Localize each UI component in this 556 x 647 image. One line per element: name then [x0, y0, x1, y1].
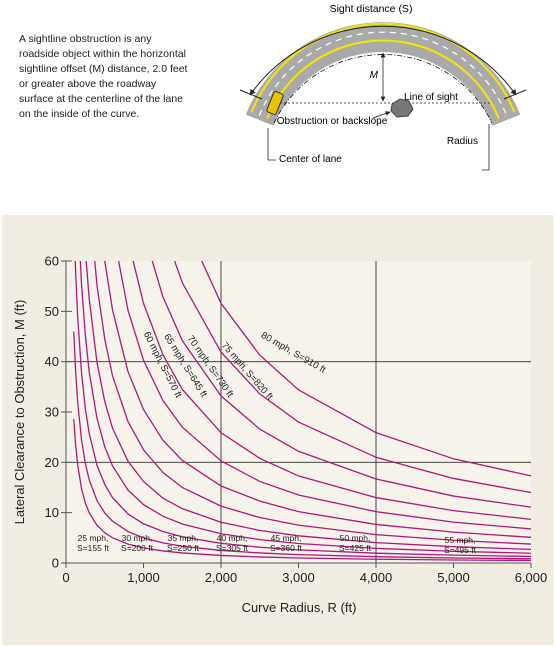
- rock: [390, 98, 414, 118]
- car: [266, 91, 284, 115]
- y-tick-label: 0: [52, 556, 59, 571]
- curve: [151, 261, 531, 508]
- sight-arc: [249, 25, 517, 96]
- x-tick-label: 2,000: [205, 570, 238, 585]
- y-tick-label: 10: [45, 505, 59, 520]
- pointer: [372, 111, 391, 119]
- curve: [74, 261, 531, 558]
- x-tick-label: 4,000: [360, 570, 393, 585]
- road: [245, 22, 521, 126]
- x-tick-label: 5,000: [437, 570, 470, 585]
- chart: 0 1,000 2,000 3,000 4,000 5,000 6,000 0 10 20 30 40…: [12, 254, 548, 616]
- curve: [104, 261, 531, 538]
- sight-arc-end: [239, 89, 263, 100]
- curve-label: 40 mph, S=305 ft: [216, 533, 248, 553]
- obstruction-label: Obstruction or backslope: [277, 116, 388, 127]
- curve-label: 50 mph, S=425 ft: [339, 533, 371, 553]
- curve: [79, 261, 531, 554]
- y-tick-label: 20: [45, 455, 59, 470]
- center-of-lane-label: Center of lane: [279, 154, 342, 165]
- y-tick-label: 30: [45, 405, 59, 420]
- curve-label: 30 mph, S=200 ft: [121, 533, 153, 553]
- x-tick-label: 3,000: [282, 570, 315, 585]
- curve: [73, 419, 531, 562]
- radius-label: Radius: [447, 136, 478, 147]
- curve: [173, 261, 531, 494]
- radius-pointer: [482, 124, 490, 171]
- sight-distance-label: Sight distance (S): [330, 3, 413, 15]
- y-tick-label: 60: [45, 254, 59, 269]
- curve-label: 45 mph, S=360 ft: [270, 533, 302, 553]
- edge-line: [250, 22, 516, 113]
- line-of-sight-label: Line of sight: [404, 92, 458, 103]
- curve: [85, 261, 531, 551]
- sight-arc-end: [503, 89, 527, 100]
- m-label: M: [370, 70, 379, 81]
- x-tick-label: 0: [62, 570, 69, 585]
- lane-pointer: [267, 128, 276, 161]
- x-tick-label: 6,000: [515, 570, 548, 585]
- curve: [94, 261, 531, 545]
- curve-label: 55 mph, S=495 ft: [444, 535, 476, 555]
- intro-text: A sightline obstruction is any roadside …: [19, 33, 188, 120]
- curve: [73, 331, 531, 560]
- curve: [201, 261, 531, 477]
- lane-line: [258, 31, 508, 116]
- y-tick-label: 50: [45, 304, 59, 319]
- x-axis-title: Curve Radius, R (ft): [242, 600, 357, 615]
- curve: [117, 261, 531, 530]
- curve-label: 25 mph, S=155 ft: [77, 533, 109, 553]
- curve: [132, 261, 531, 521]
- edge-line: [266, 39, 500, 120]
- curve-label: 35 mph, S=250 ft: [167, 533, 199, 553]
- x-tick-label: 1,000: [127, 570, 160, 585]
- plot-area: [66, 261, 531, 563]
- y-axis-title: Lateral Clearance to Obstruction, M (ft): [12, 300, 27, 525]
- curve-diagram: Sight distance (S) M Line of sight Obstr…: [239, 3, 527, 171]
- curves: [73, 261, 531, 562]
- y-tick-label: 40: [45, 354, 59, 369]
